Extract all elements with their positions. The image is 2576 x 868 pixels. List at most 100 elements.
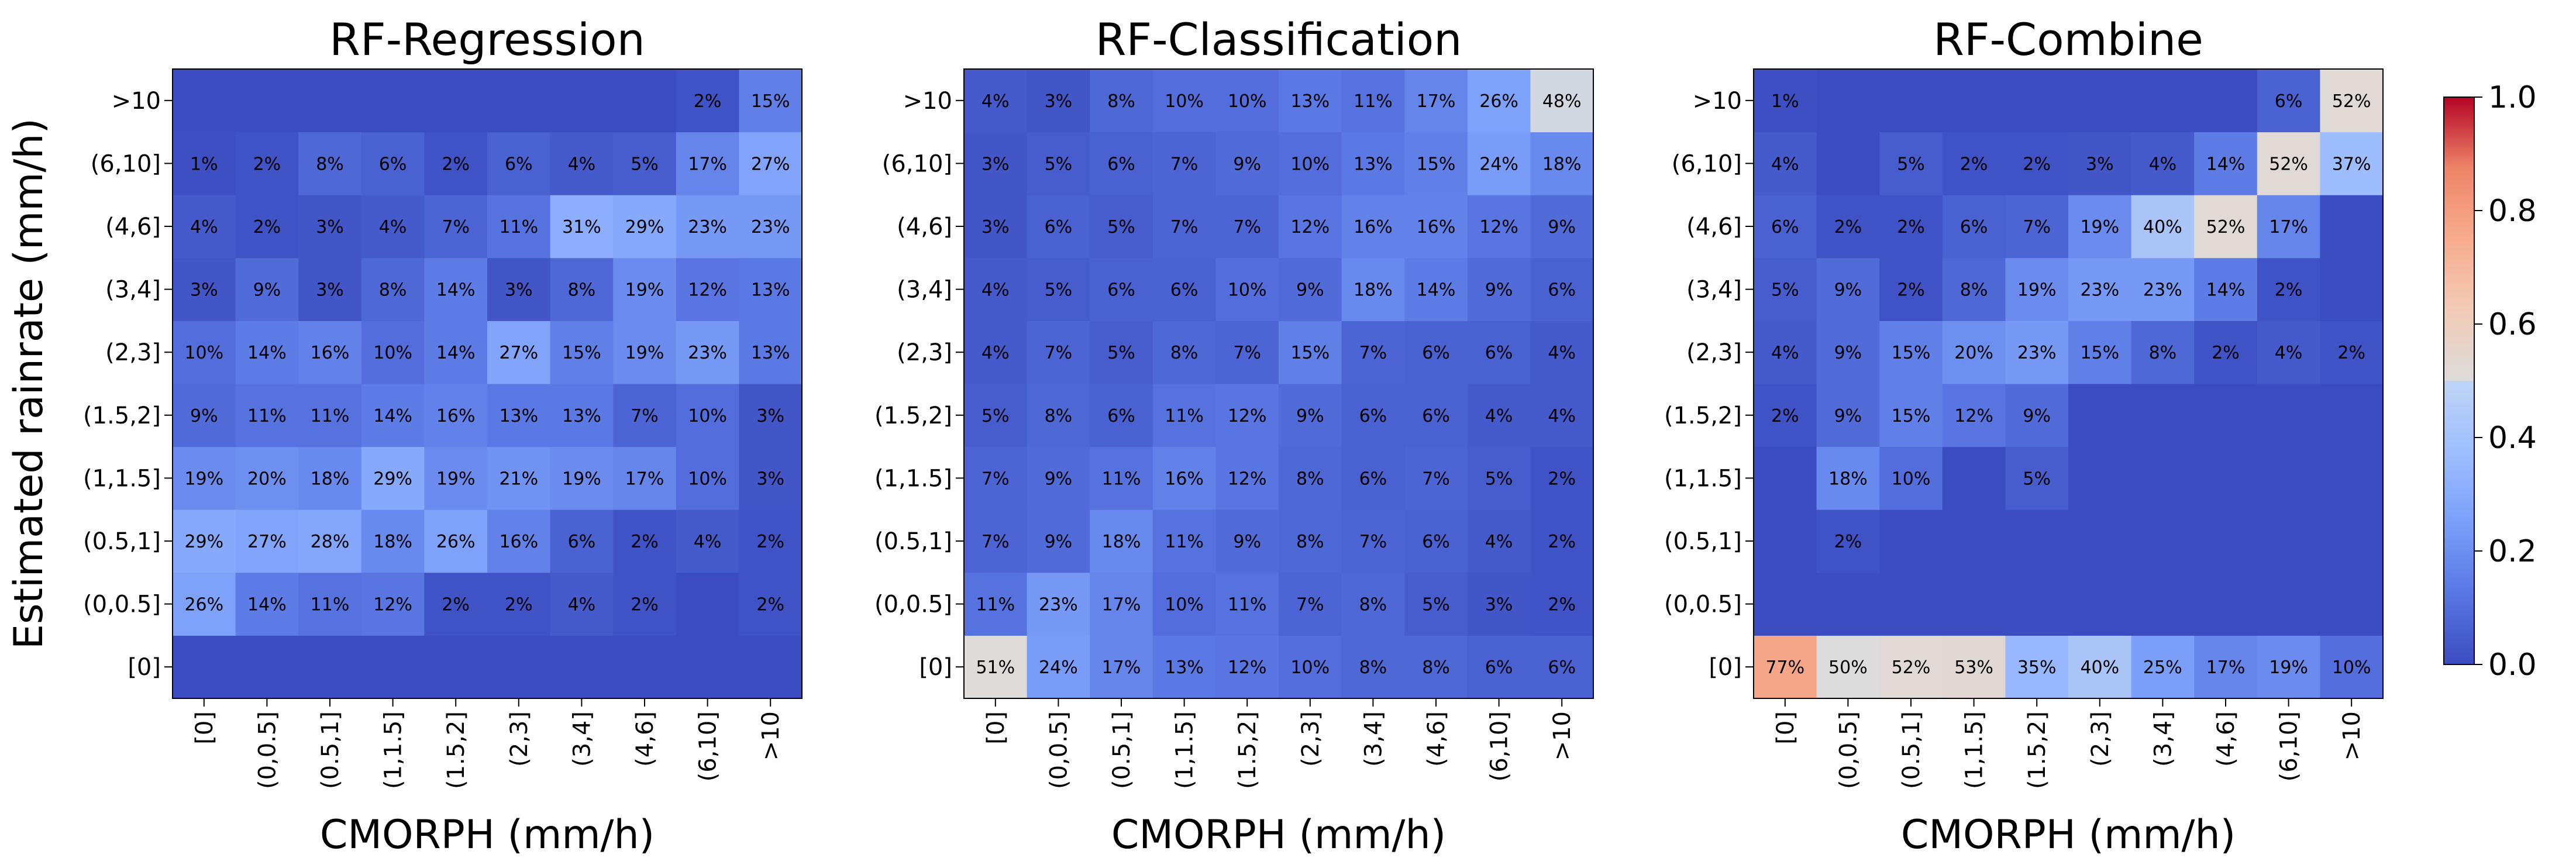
heatmap-cell [1027, 321, 1090, 384]
heatmap-cell [2131, 384, 2195, 447]
heatmap-cell [1942, 257, 2006, 321]
heatmap-cell [1879, 257, 1943, 321]
y-axis-label: Estimated rainrate (mm/h) [6, 118, 52, 649]
cell-value-label: 6% [1548, 280, 1576, 301]
cell-value-label: 5% [1107, 217, 1135, 237]
heatmap-cell [2194, 635, 2258, 699]
heatmap-cell [2068, 195, 2132, 259]
cell-value-label: 13% [751, 343, 790, 363]
cell-value-label: 2% [1834, 532, 1862, 552]
heatmap-cell [1816, 384, 1880, 447]
heatmap-cell [550, 572, 614, 636]
heatmap-cell [2194, 69, 2258, 133]
cell-value-label: 8% [1359, 657, 1387, 678]
colorbar: 0.0 0.2 0.4 0.6 0.8 1.0 [2443, 80, 2537, 683]
cell-value-label: 9% [1834, 406, 1862, 426]
cell-value-label: 52% [2332, 91, 2371, 112]
cell-value-label: 26% [184, 595, 223, 615]
x-tick-label: (3,4] [2150, 711, 2176, 767]
cell-value-label: 7% [982, 532, 1010, 552]
cell-value-label: 9% [1548, 217, 1576, 237]
x-tick-label: (1.5,2] [1234, 711, 1261, 789]
cell-value-label: 17% [688, 154, 727, 174]
heatmap-cell [1279, 321, 1342, 384]
heatmap-cell [487, 132, 551, 195]
heatmap-cell [1467, 195, 1531, 259]
heatmap-cell [1215, 257, 1279, 321]
x-tick-label: >10 [2339, 711, 2365, 760]
heatmap-cell [2005, 635, 2069, 699]
cell-value-label: 35% [2017, 657, 2057, 678]
x-tick-label: >10 [757, 711, 784, 760]
cell-value-label: 52% [2206, 217, 2246, 237]
cell-value-label: 6% [1359, 406, 1387, 426]
x-tick-label: (0,0.5] [1045, 711, 1072, 789]
x-tick-label: (6,10] [2276, 711, 2303, 781]
cell-value-label: 16% [1354, 217, 1393, 237]
heatmap-cell [1879, 321, 1943, 384]
cell-value-label: 77% [1765, 657, 1804, 678]
heatmap-cell [676, 572, 739, 636]
heatmap-cell [1879, 572, 1943, 636]
colorbar-tick-label: 0.6 [2488, 307, 2537, 342]
cell-value-label: 11% [1165, 532, 1204, 552]
cell-value-label: 19% [184, 469, 223, 489]
heatmap-cell [1027, 69, 1090, 133]
heatmap-cell [424, 132, 488, 195]
cell-value-label: 2% [442, 154, 470, 174]
heatmap-cell [424, 257, 488, 321]
y-tick-label: (4,6] [105, 213, 161, 240]
heatmap-cell [487, 69, 551, 133]
cell-value-label: 7% [1170, 154, 1199, 174]
cell-value-label: 5% [2023, 469, 2051, 489]
cell-value-label: 4% [2149, 154, 2177, 174]
heatmap-cell [1215, 635, 1279, 699]
cell-value-label: 15% [1892, 343, 1931, 363]
heatmap-cell [2005, 572, 2069, 636]
cell-value-label: 40% [2080, 657, 2119, 678]
heatmap-cell [1816, 635, 1880, 699]
heatmap-cell [2257, 132, 2320, 195]
heatmap-cell [550, 446, 614, 510]
heatmap-cell [1816, 321, 1880, 384]
cell-value-label: 7% [1170, 217, 1199, 237]
heatmap-cell [739, 195, 803, 259]
heatmap-cell [739, 635, 803, 699]
heatmap-cell [1027, 384, 1090, 447]
cell-value-label: 18% [1354, 280, 1393, 301]
heatmap-cell [550, 384, 614, 447]
cell-value-label: 19% [562, 469, 601, 489]
heatmap-cell [676, 446, 739, 510]
cell-value-label: 7% [442, 217, 470, 237]
cell-value-label: 7% [1359, 343, 1387, 363]
cell-value-label: 12% [373, 595, 412, 615]
cell-value-label: 4% [568, 595, 596, 615]
heatmap-cell [2005, 195, 2069, 259]
cell-value-label: 7% [1233, 217, 1261, 237]
heatmap-cell [235, 195, 299, 259]
heatmap-cell [1816, 509, 1880, 573]
colorbar-tick-label: 0.8 [2488, 194, 2537, 229]
heatmap-cell [739, 321, 803, 384]
colorbar-tick-label: 0.4 [2488, 421, 2537, 456]
heatmap-cell [1942, 384, 2006, 447]
y-tick-label: (0,0.5] [874, 591, 952, 618]
x-tick-label: >10 [1549, 711, 1576, 760]
cell-value-label: 5% [1045, 280, 1073, 301]
cell-value-label: 10% [688, 406, 727, 426]
heatmap-cell [2005, 321, 2069, 384]
heatmap-cell [2320, 132, 2384, 195]
cell-value-label: 21% [499, 469, 538, 489]
y-tick-label: (3,4] [897, 277, 952, 304]
heatmap-cell [173, 384, 236, 447]
heatmap-cell [424, 69, 488, 133]
heatmap-cell [1152, 446, 1216, 510]
cell-value-label: 4% [1771, 154, 1799, 174]
heatmap-cell [1942, 321, 2006, 384]
heatmap-cell [1341, 69, 1405, 133]
cell-value-label: 5% [1107, 343, 1135, 363]
cell-value-label: 4% [190, 217, 218, 237]
cell-value-label: 16% [311, 343, 350, 363]
colorbar-tick-label: 0.0 [2488, 647, 2537, 683]
heatmap-cell [424, 321, 488, 384]
